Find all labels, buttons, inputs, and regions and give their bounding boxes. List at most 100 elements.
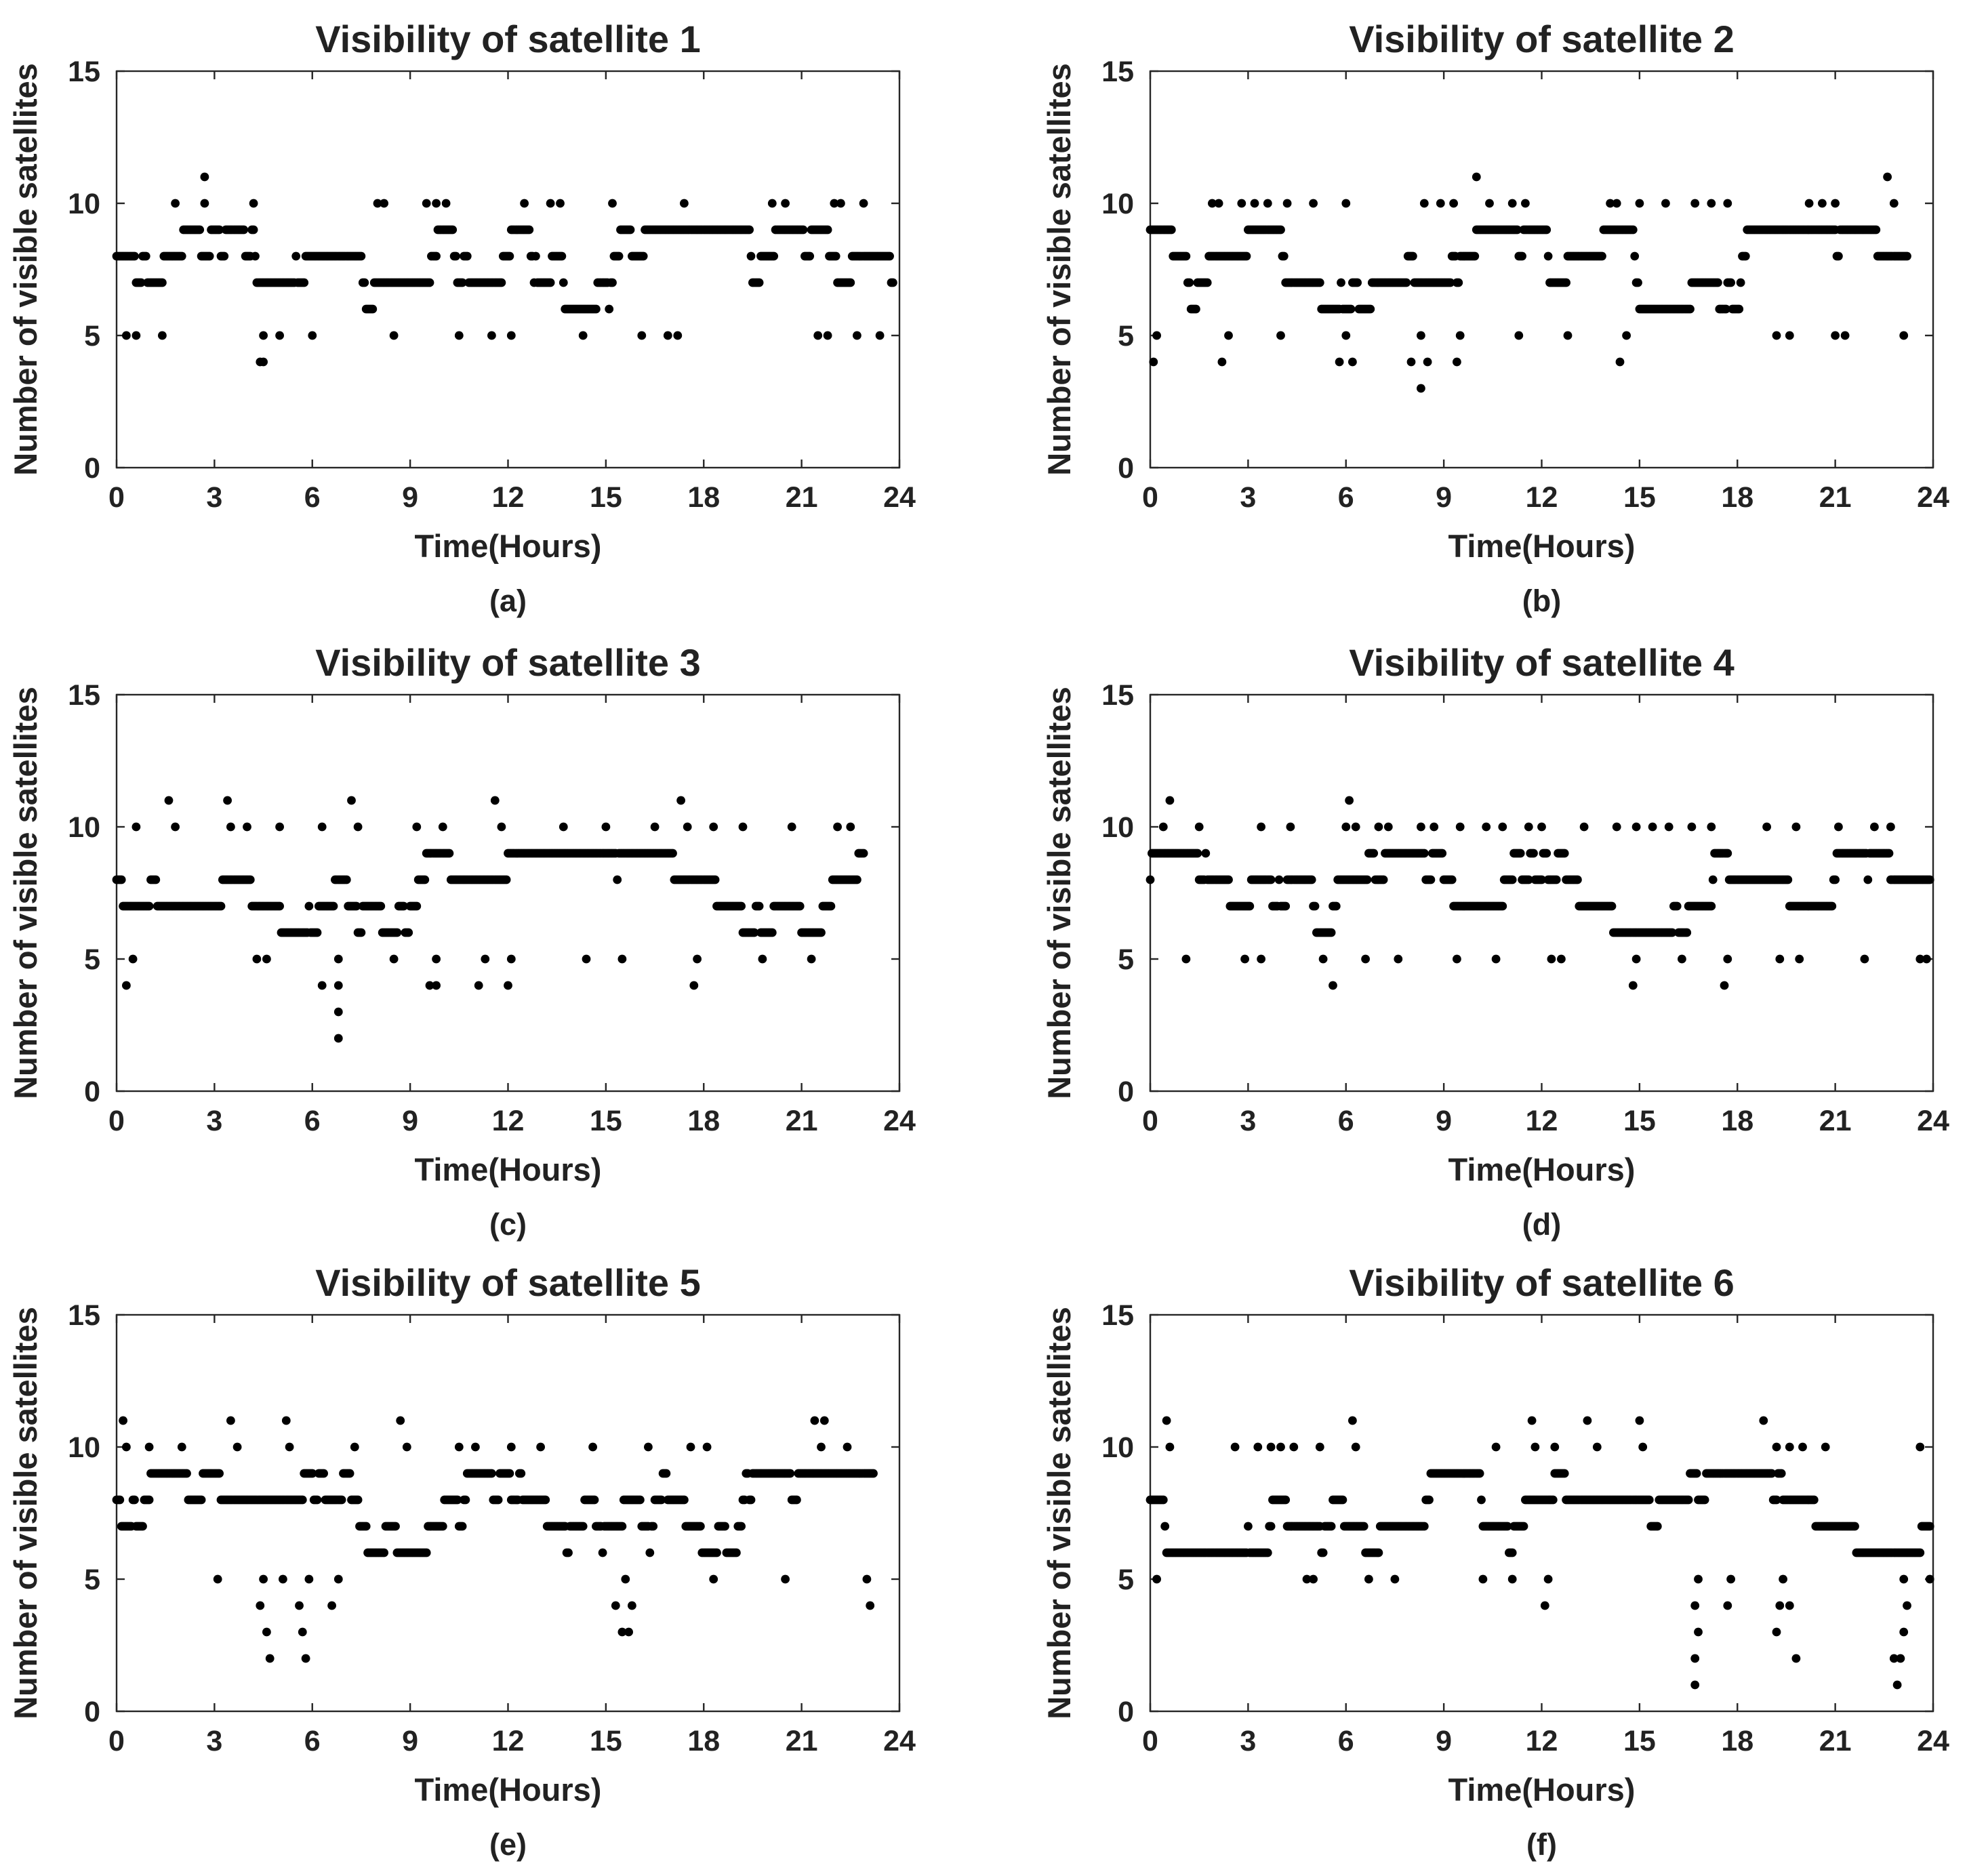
data-point [767, 199, 777, 208]
data-points [1145, 1416, 1934, 1690]
data-point [1145, 875, 1155, 884]
data-point [1537, 822, 1546, 832]
data-point [626, 225, 635, 234]
x-tick-label: 15 [590, 1105, 622, 1137]
x-tick-label: 3 [1240, 481, 1256, 514]
data-point [1915, 954, 1925, 964]
y-axis-label: Number of visible satellites [7, 687, 43, 1099]
data-point [1726, 1574, 1736, 1584]
data-point [869, 1469, 878, 1478]
x-tick-label: 9 [1436, 1105, 1452, 1137]
data-point [645, 1548, 655, 1557]
x-tick-label: 21 [1819, 1725, 1852, 1757]
data-point [1692, 1469, 1701, 1478]
data-point [1315, 278, 1324, 287]
data-point [1362, 875, 1372, 884]
data-point [1537, 875, 1546, 884]
data-point [1519, 1522, 1528, 1531]
data-point [333, 1574, 343, 1584]
data-point [1359, 1522, 1368, 1531]
x-tick-label: 21 [1819, 481, 1852, 514]
data-point [738, 822, 748, 832]
data-point [1162, 1416, 1171, 1425]
data-point [1612, 822, 1621, 832]
data-point [592, 304, 601, 314]
data-point [1579, 822, 1589, 832]
data-point [1383, 822, 1393, 832]
data-point [1834, 251, 1843, 261]
data-point [317, 822, 327, 832]
x-tick-label: 3 [206, 1105, 222, 1137]
data-point [614, 251, 624, 261]
data-point [487, 1469, 496, 1478]
data-point [373, 199, 382, 208]
data-point [1242, 251, 1251, 261]
data-point [497, 822, 506, 832]
data-point [1759, 1416, 1768, 1425]
data-point [1160, 1522, 1170, 1531]
x-axis-label: Time(Hours) [415, 528, 602, 564]
y-tick-label: 15 [68, 56, 100, 88]
y-tick-label: 10 [68, 188, 100, 220]
x-tick-label: 12 [492, 1105, 525, 1137]
data-point [1560, 1469, 1569, 1478]
data-point [453, 1495, 462, 1505]
data-point [259, 331, 268, 340]
data-point [582, 954, 591, 964]
data-point [389, 331, 399, 340]
data-point [505, 251, 514, 261]
panel-caption: (c) [489, 1207, 527, 1242]
data-point [131, 822, 141, 832]
data-point [710, 875, 720, 884]
data-point [1507, 1548, 1517, 1557]
data-point [746, 1495, 756, 1505]
data-point [1896, 1654, 1905, 1663]
y-axis-label: Number of visible satellites [7, 1307, 43, 1719]
data-point [1181, 954, 1191, 964]
data-point [578, 331, 588, 340]
x-tick-label: 0 [1142, 1105, 1158, 1137]
data-point [758, 954, 767, 964]
data-point [376, 901, 386, 911]
x-tick-label: 0 [108, 1105, 125, 1137]
data-point [795, 901, 805, 911]
data-point [1686, 304, 1695, 314]
data-point [1276, 331, 1285, 340]
data-point [1453, 954, 1461, 964]
data-point [1726, 278, 1736, 287]
data-point [432, 981, 441, 990]
data-point [1529, 849, 1538, 858]
x-axis-label: Time(Hours) [415, 1151, 602, 1187]
x-axis-label: Time(Hours) [1448, 1772, 1636, 1808]
data-point [1472, 172, 1481, 182]
data-point [1860, 954, 1869, 964]
data-point [1491, 1442, 1501, 1452]
data-point [831, 251, 840, 261]
data-point [505, 1469, 514, 1478]
data-point [1475, 1469, 1484, 1478]
data-point [1201, 849, 1211, 858]
data-point [1723, 1601, 1732, 1610]
data-point [1775, 1601, 1785, 1610]
data-point [275, 901, 284, 911]
data-point [1886, 822, 1895, 832]
data-point [1798, 1442, 1807, 1452]
x-tick-label: 0 [1142, 1725, 1158, 1757]
x-tick-label: 21 [786, 1725, 818, 1757]
data-point [249, 199, 258, 208]
data-point [1552, 875, 1561, 884]
data-point [1266, 1442, 1276, 1452]
data-point [750, 928, 759, 937]
x-tick-label: 18 [1721, 1725, 1753, 1757]
data-point [564, 1548, 573, 1557]
data-point [458, 1522, 467, 1531]
x-tick-label: 21 [786, 1105, 818, 1137]
data-point [1337, 278, 1345, 287]
data-point [490, 796, 500, 805]
data-point [846, 822, 855, 832]
data-point [256, 357, 265, 367]
x-tick-label: 0 [1142, 481, 1158, 514]
data-point [412, 822, 422, 832]
data-point [1791, 1654, 1801, 1663]
